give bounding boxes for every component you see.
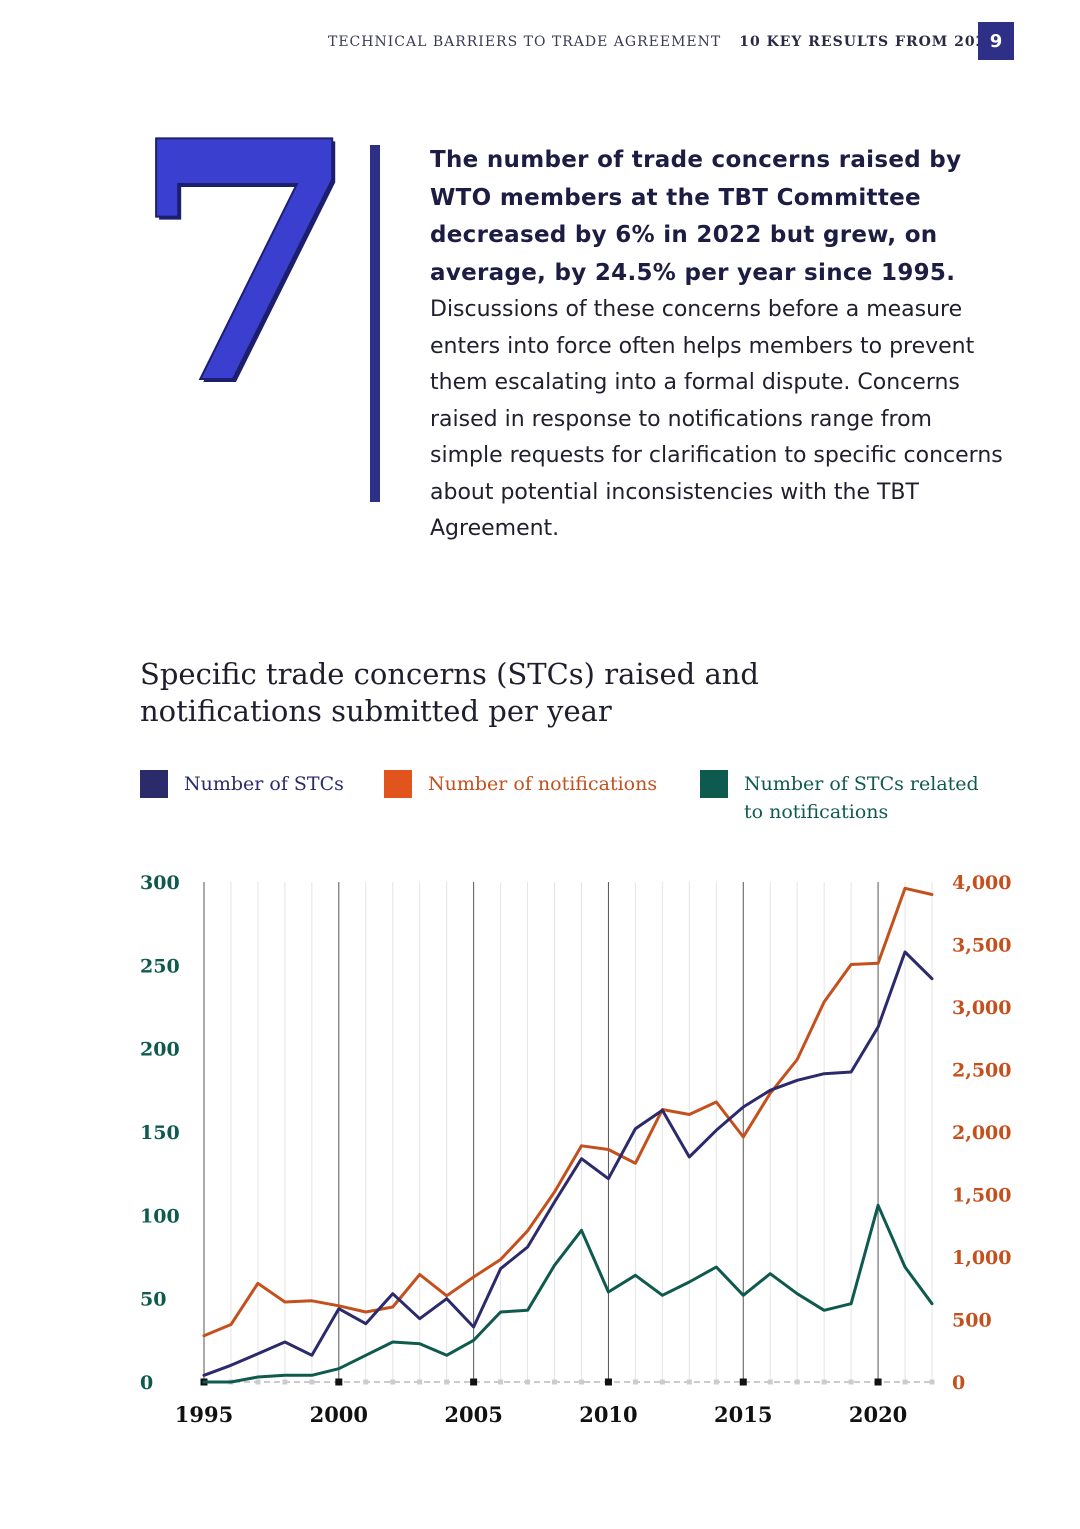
page-header: TECHNICAL BARRIERS TO TRADE AGREEMENT 10… — [328, 22, 1018, 62]
series-line-stcs-related — [202, 1203, 934, 1384]
x-axis-marker — [821, 1379, 827, 1385]
x-axis-marker — [686, 1379, 692, 1385]
legend-label-stcs-related: Number of STCs related to notifications — [744, 773, 979, 823]
y-right-tick-label: 0 — [952, 1372, 965, 1394]
x-axis-marker — [713, 1379, 719, 1385]
legend-item-stcs-related: Number of STCs related to notifications — [700, 770, 1000, 826]
x-axis-marker — [498, 1379, 504, 1385]
legend-swatch-notifications — [384, 770, 412, 798]
x-axis-marker — [363, 1379, 369, 1385]
x-axis-marker — [390, 1379, 396, 1385]
legend-swatch-stcs — [140, 770, 168, 798]
legend-swatch-stcs-related — [700, 770, 728, 798]
divider-bar — [370, 145, 380, 502]
page-number: 9 — [978, 22, 1014, 60]
x-axis-marker — [794, 1379, 800, 1385]
x-axis-marker — [659, 1379, 665, 1385]
x-axis-marker — [578, 1379, 584, 1385]
x-axis-marker — [552, 1379, 558, 1385]
y-left-tick-label: 100 — [140, 1205, 180, 1227]
header-subtitle: 10 KEY RESULTS FROM 2022 — [739, 34, 998, 50]
x-axis-marker — [632, 1379, 638, 1385]
x-axis-marker — [767, 1379, 773, 1385]
y-right-tick-label: 3,000 — [952, 997, 1012, 1019]
x-axis-marker — [739, 1378, 747, 1386]
x-tick-label: 2000 — [310, 1402, 368, 1427]
legend-label-notifications: Number of notifications — [428, 773, 658, 795]
x-tick-label: 2005 — [444, 1402, 502, 1427]
x-tick-label: 1995 — [175, 1402, 233, 1427]
x-axis-marker — [470, 1378, 478, 1386]
legend-label-stcs: Number of STCs — [184, 773, 344, 795]
x-axis-marker — [525, 1379, 531, 1385]
y-left-tick-label: 250 — [140, 955, 180, 977]
y-left-tick-label: 0 — [140, 1372, 153, 1394]
line-chart: 0 50 100 150 200 250 300 0 500 1,000 1,500 2,000 2,5… — [140, 872, 1012, 1427]
x-tick-label: 2010 — [579, 1402, 637, 1427]
x-axis-marker — [255, 1379, 261, 1385]
x-axis-marker — [929, 1379, 935, 1385]
x-axis-marker — [848, 1379, 854, 1385]
key-result-number: 7 — [129, 69, 361, 457]
y-right-tick-label: 500 — [952, 1310, 992, 1332]
y-left-tick-label: 50 — [140, 1289, 166, 1311]
x-axis-marker — [417, 1379, 423, 1385]
y-right-tick-label: 3,500 — [952, 935, 1012, 957]
x-axis-marker — [604, 1378, 612, 1386]
x-tick-label: 2020 — [849, 1402, 907, 1427]
legend-item-stcs: Number of STCs — [140, 770, 344, 798]
chart-title: Specific trade concerns (STCs) raised an… — [140, 657, 759, 728]
y-right-tick-label: 4,000 — [952, 872, 1012, 894]
y-left-tick-label: 150 — [140, 1122, 180, 1144]
x-axis-marker — [874, 1378, 882, 1386]
y-right-tick-label: 1,500 — [952, 1185, 1012, 1207]
y-right-tick-label: 2,500 — [952, 1060, 1012, 1082]
intro-paragraph: The number of trade concerns raised by W… — [430, 142, 1010, 548]
intro-body: Discussions of these concerns before a m… — [430, 297, 1003, 541]
x-axis-marker — [282, 1379, 288, 1385]
intro-lead: The number of trade concerns raised by W… — [430, 147, 962, 286]
y-right-tick-label: 1,000 — [952, 1247, 1012, 1269]
x-axis-marker — [444, 1379, 450, 1385]
y-left-tick-label: 300 — [140, 872, 180, 894]
x-axis-marker — [902, 1379, 908, 1385]
series-line-stcs — [202, 950, 934, 1377]
series-line-notifications — [202, 886, 934, 1338]
y-left-tick-label: 200 — [140, 1039, 180, 1061]
x-tick-label: 2015 — [714, 1402, 772, 1427]
legend-item-notifications: Number of notifications — [384, 770, 657, 798]
x-axis-marker — [335, 1378, 343, 1386]
x-axis-marker — [309, 1379, 315, 1385]
header-title: TECHNICAL BARRIERS TO TRADE AGREEMENT — [328, 34, 722, 50]
y-right-tick-label: 2,000 — [952, 1122, 1012, 1144]
